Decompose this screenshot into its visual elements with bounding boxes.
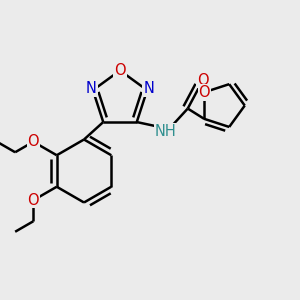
Text: NH: NH — [154, 124, 176, 139]
Text: O: O — [114, 63, 126, 78]
Text: N: N — [86, 81, 97, 96]
Text: O: O — [28, 134, 39, 149]
Text: O: O — [197, 73, 208, 88]
Text: O: O — [28, 193, 39, 208]
Text: O: O — [198, 85, 210, 100]
Text: N: N — [143, 81, 154, 96]
